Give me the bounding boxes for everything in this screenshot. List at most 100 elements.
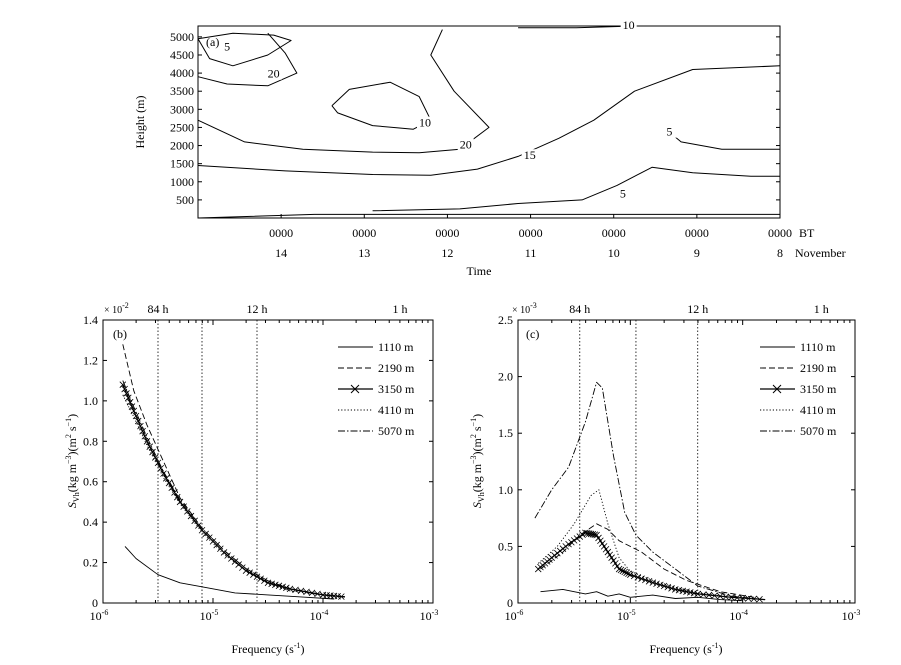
contour-line-5: [197, 32, 292, 67]
series-marker: [292, 586, 299, 594]
contour-label-bg: [661, 125, 678, 138]
legend-label: 5070 m: [800, 424, 837, 438]
series-marker: [645, 578, 653, 585]
series-line-1110-m: [540, 588, 743, 602]
xtick-label: 10-5: [200, 608, 219, 623]
ytick-label: 0.6: [83, 475, 98, 489]
xtick-base: 10: [617, 609, 629, 623]
xtick-exp: -3: [432, 608, 439, 617]
series-marker: [595, 534, 602, 542]
panel-c-y-label-sub: Vh: [477, 492, 486, 502]
contour-label: 10: [419, 116, 431, 130]
panel-a-xtick-day: 11: [525, 246, 537, 260]
xtick-exp: -5: [629, 608, 636, 617]
contour-line-10: [197, 65, 781, 176]
panel-c-label: (c): [526, 327, 539, 341]
panel-a-xtick-time: 0000: [519, 226, 543, 240]
panel-b-y-label-sup3: −1: [64, 418, 73, 427]
panel-b-frame: [102, 319, 434, 604]
panel-a-frame: [197, 25, 781, 219]
xtick-exp: -6: [102, 608, 109, 617]
panel-b-legend: 1110 m 2190 m 3150 m 4110 m 5070 m: [338, 340, 415, 438]
series-marker: [664, 583, 672, 591]
series-marker: [126, 398, 134, 406]
series-marker: [272, 581, 279, 589]
series-line-4110-m: [122, 394, 346, 598]
panel-a-ytick-label: 1500: [170, 157, 194, 171]
xtick-exp: -6: [517, 608, 524, 617]
series-marker: [579, 531, 586, 538]
series-marker: [261, 577, 268, 585]
panel-c-legend: 1110 m 2190 m 3150 m 4110 m 5070 m: [760, 340, 837, 438]
series-marker: [602, 545, 610, 553]
contour-label-bg: [416, 116, 433, 129]
xtick-base: 10: [310, 609, 322, 623]
series-marker: [253, 573, 261, 581]
panel-a-month-label: November: [795, 246, 846, 260]
legend-label: 4110 m: [378, 403, 415, 417]
xtick-base: 10: [90, 609, 102, 623]
contour-label: 5: [620, 186, 626, 200]
series-marker: [612, 560, 619, 567]
series-marker: [308, 589, 316, 597]
legend-label: 5070 m: [378, 424, 415, 438]
panel-a-contours: [197, 25, 781, 219]
series-marker: [191, 517, 198, 525]
panel-a-xtick-day: 9: [694, 246, 700, 260]
contour-line-5: [663, 127, 780, 150]
series-marker: [610, 557, 617, 564]
contour-label: 10: [623, 18, 635, 32]
panel-a-xtick-day: 8: [777, 246, 783, 260]
panel-a-ytick-label: 4000: [170, 66, 194, 80]
xtick-label: 10-3: [842, 608, 861, 623]
series-line-1110-m: [124, 546, 335, 600]
series-marker: [711, 592, 718, 599]
series-marker: [239, 564, 246, 571]
series-marker: [180, 503, 187, 510]
series-marker: [565, 540, 572, 548]
panel-a-xtick-time: 0000: [435, 226, 459, 240]
series-marker: [700, 591, 707, 598]
panel-b-y-label: SVh(kg m−3)(m2 s−1): [64, 414, 81, 508]
panel-c-x-label-exp: -1: [712, 641, 719, 650]
xtick-exp: -4: [741, 608, 748, 617]
series-line-2190-m: [540, 523, 754, 598]
panel-c-multiplier-exp: -3: [530, 301, 537, 310]
panel-b-series: [119, 344, 346, 600]
xtick-exp: -3: [854, 608, 861, 617]
xtick-label: 10-4: [310, 608, 329, 623]
panel-b-x-label-exp: -1: [294, 641, 301, 650]
legend-label: 1110 m: [800, 340, 836, 354]
series-marker: [235, 561, 242, 568]
series-marker: [627, 571, 634, 578]
panel-a-xtick-day: 12: [441, 246, 453, 260]
xtick-base: 10: [842, 609, 854, 623]
panel-c-y-label-sup1: −3: [469, 455, 478, 464]
panel-a-xtick-time: 0000: [685, 226, 709, 240]
panel-a-xtick-day: 13: [358, 246, 370, 260]
ytick-label: 0.5: [498, 539, 513, 553]
ytick-label: 1.2: [83, 353, 98, 367]
series-marker: [121, 385, 128, 393]
xtick-label: 10-5: [617, 608, 636, 623]
series-marker: [250, 571, 257, 578]
series-marker: [139, 427, 146, 435]
ytick-label: 0.2: [83, 556, 98, 570]
panel-b-x-label-end: ): [301, 642, 305, 656]
panel-a-xtick-time: 0000: [269, 226, 293, 240]
series-marker: [149, 448, 156, 456]
contour-label: 20: [460, 137, 472, 151]
panel-b-y-label-units2: s: [65, 426, 79, 434]
series-marker: [621, 568, 628, 576]
panel-a-ytick-label: 3000: [170, 102, 194, 116]
ytick-label: 0.4: [83, 515, 98, 529]
legend-label: 3150 m: [378, 382, 415, 396]
ytick-label: 1.0: [498, 483, 513, 497]
panel-a-label: (a): [206, 35, 219, 49]
panel-a-xtick-time: 0000: [352, 226, 376, 240]
contour-line-10: [518, 25, 780, 29]
series-marker: [630, 572, 638, 580]
series-marker: [705, 591, 713, 599]
legend-label: 2190 m: [378, 361, 415, 375]
